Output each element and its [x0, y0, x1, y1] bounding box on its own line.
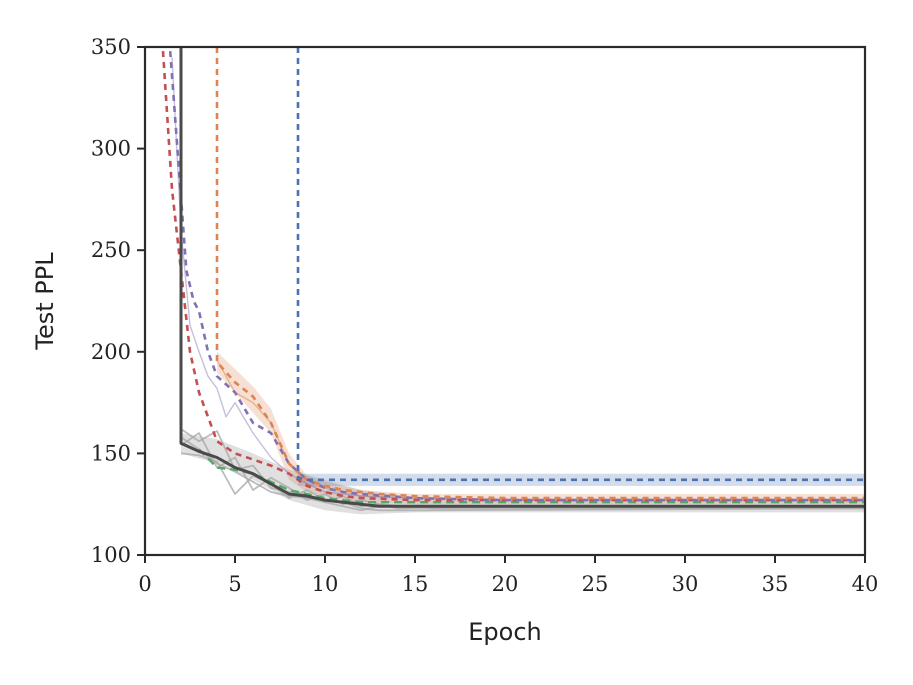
y-tick-label: 300 — [91, 137, 131, 161]
x-axis-label: Epoch — [468, 618, 542, 646]
x-tick-label: 35 — [762, 572, 789, 596]
y-axis-label: Test PPL — [31, 252, 59, 351]
series-line-5 — [171, 57, 865, 501]
y-tick-label: 100 — [91, 543, 131, 567]
x-axis: 0 5 10 15 20 25 30 35 40 — [138, 555, 878, 596]
x-tick-label: 15 — [402, 572, 429, 596]
series-line-10 — [296, 47, 865, 482]
series-line-11 — [179, 47, 865, 508]
y-tick-label: 150 — [91, 441, 131, 465]
x-tick-label: 10 — [312, 572, 339, 596]
y-axis: 100 150 200 250 300 350 — [91, 35, 145, 567]
x-tick-label: 5 — [228, 572, 241, 596]
x-tick-label: 40 — [852, 572, 879, 596]
series-line-9 — [215, 47, 865, 500]
x-tick-label: 0 — [138, 572, 151, 596]
y-tick-label: 200 — [91, 340, 131, 364]
x-tick-label: 25 — [582, 572, 609, 596]
series-lines — [161, 47, 865, 512]
series-line-7 — [161, 51, 865, 502]
series-line-8 — [168, 51, 865, 502]
band-1 — [298, 473, 865, 486]
y-tick-label: 250 — [91, 238, 131, 262]
series-line-6 — [198, 448, 865, 504]
y-tick-label: 350 — [91, 35, 131, 59]
x-tick-label: 20 — [492, 572, 519, 596]
x-tick-label: 30 — [672, 572, 699, 596]
